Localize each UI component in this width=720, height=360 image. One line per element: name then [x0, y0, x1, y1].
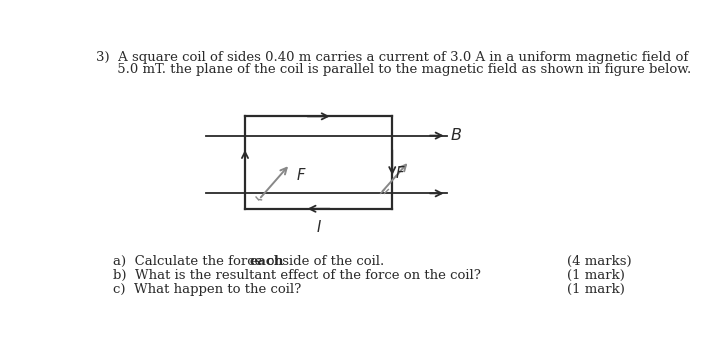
Text: a)  Calculate the force on: a) Calculate the force on [113, 255, 287, 268]
Text: $B$: $B$ [451, 127, 462, 144]
Text: 5.0 mT. the plane of the coil is parallel to the magnetic field as shown in figu: 5.0 mT. the plane of the coil is paralle… [96, 63, 691, 76]
Text: (1 mark): (1 mark) [567, 283, 624, 296]
Text: each: each [250, 255, 284, 268]
Text: $F$: $F$ [296, 167, 307, 183]
Text: $I$: $I$ [315, 219, 322, 235]
Text: (4 marks): (4 marks) [567, 255, 631, 268]
Text: b)  What is the resultant effect of the force on the coil?: b) What is the resultant effect of the f… [113, 269, 481, 282]
Text: 3)  A square coil of sides 0.40 m carries a current of 3.0 A in a uniform magnet: 3) A square coil of sides 0.40 m carries… [96, 51, 688, 64]
Text: $F$: $F$ [395, 165, 406, 181]
Text: side of the coil.: side of the coil. [277, 255, 384, 268]
Text: (1 mark): (1 mark) [567, 269, 624, 282]
Text: c)  What happen to the coil?: c) What happen to the coil? [113, 283, 302, 296]
